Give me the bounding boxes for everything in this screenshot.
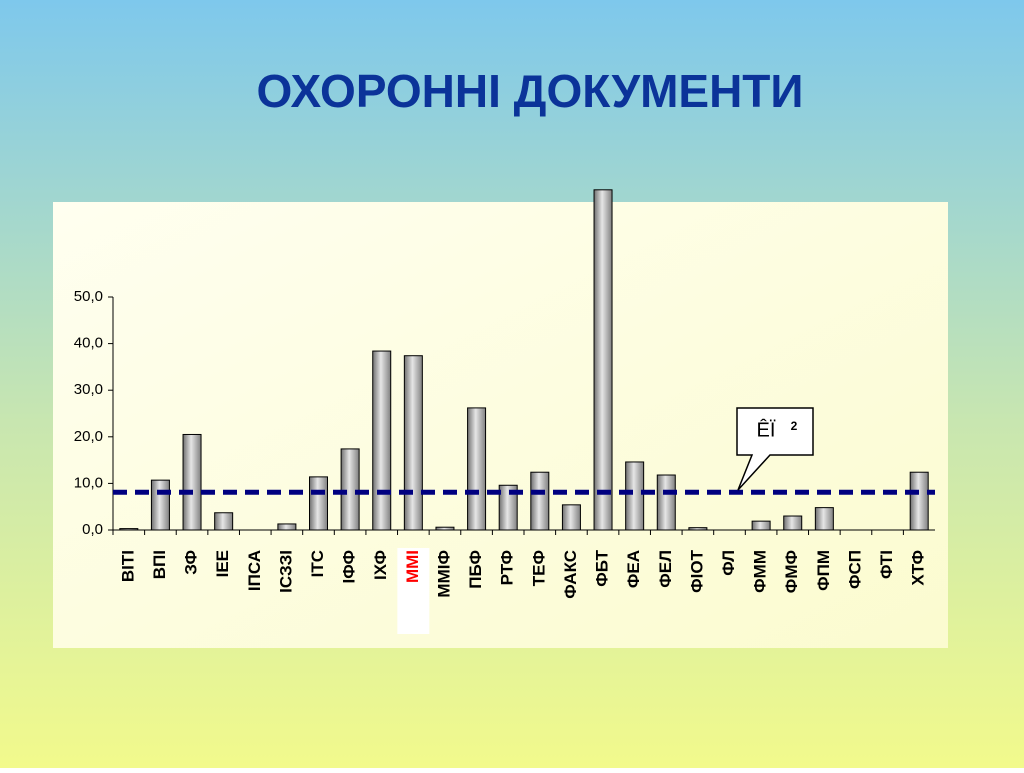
callout-label: ÊÏ (757, 418, 776, 441)
callout-superscript: 2 (791, 419, 798, 433)
bar (119, 528, 139, 531)
bar (656, 474, 676, 531)
bar (214, 512, 234, 531)
bar (277, 523, 297, 531)
bar (150, 479, 170, 531)
x-tick-label: ФЕЛ (656, 550, 675, 588)
bar (814, 507, 834, 531)
x-tick-label: ІЕЕ (213, 550, 232, 577)
bar (498, 484, 518, 531)
y-tick-label: 0,0 (82, 521, 103, 538)
bar (403, 355, 423, 531)
x-tick-label: ФПМ (814, 550, 833, 591)
x-tick-label: ІСЗЗІ (276, 550, 295, 593)
x-tick-label: ММІ (403, 550, 422, 583)
bar (182, 433, 202, 531)
x-tick-label: ФЛ (719, 550, 738, 576)
bar (372, 350, 392, 531)
x-tick-label: РТФ (498, 550, 517, 585)
y-tick-label: 40,0 (74, 335, 103, 352)
x-tick-label: ФІОТ (687, 549, 706, 592)
x-tick-label: ФММ (751, 550, 770, 593)
x-tick-label: ХТФ (909, 550, 928, 586)
y-tick-label: 50,0 (74, 288, 103, 305)
x-tick-label: ВІТІ (118, 550, 137, 582)
x-tick-label: ЗФ (182, 550, 201, 575)
x-tick-label: ІПСА (245, 550, 264, 591)
bar (340, 448, 360, 531)
bar (435, 526, 455, 531)
highlight-box (397, 548, 430, 634)
chart-title: ОХОРОННІ ДОКУМЕНТИ (257, 65, 804, 117)
x-tick-label: ФБТ (593, 549, 612, 586)
bar (688, 527, 708, 531)
callout (736, 407, 814, 491)
bar (783, 515, 803, 531)
x-tick-label: ФСП (845, 550, 864, 589)
x-tick-label: ФАКС (561, 550, 580, 599)
bar (593, 189, 613, 531)
x-tick-label: ТЕФ (529, 550, 548, 586)
bar (530, 471, 550, 531)
y-tick-label: 20,0 (74, 428, 103, 445)
x-tick-label: ФТІ (877, 550, 896, 579)
y-tick-label: 30,0 (74, 381, 103, 398)
x-tick-label: ФЕА (624, 550, 643, 588)
bar (467, 407, 487, 531)
bar (309, 476, 328, 531)
x-tick-label: ІХФ (371, 550, 390, 580)
bar (751, 520, 771, 531)
bar (625, 461, 645, 531)
x-tick-label: ММІФ (434, 550, 453, 598)
x-tick-label: ФМФ (782, 550, 801, 593)
x-tick-label: ВПІ (150, 550, 169, 579)
x-tick-label: ПБФ (466, 550, 485, 589)
y-tick-label: 10,0 (74, 474, 103, 491)
bar (561, 504, 581, 531)
x-tick-label: ІТС (308, 550, 327, 577)
x-tick-label: ІФФ (340, 550, 359, 584)
bar (909, 471, 929, 531)
